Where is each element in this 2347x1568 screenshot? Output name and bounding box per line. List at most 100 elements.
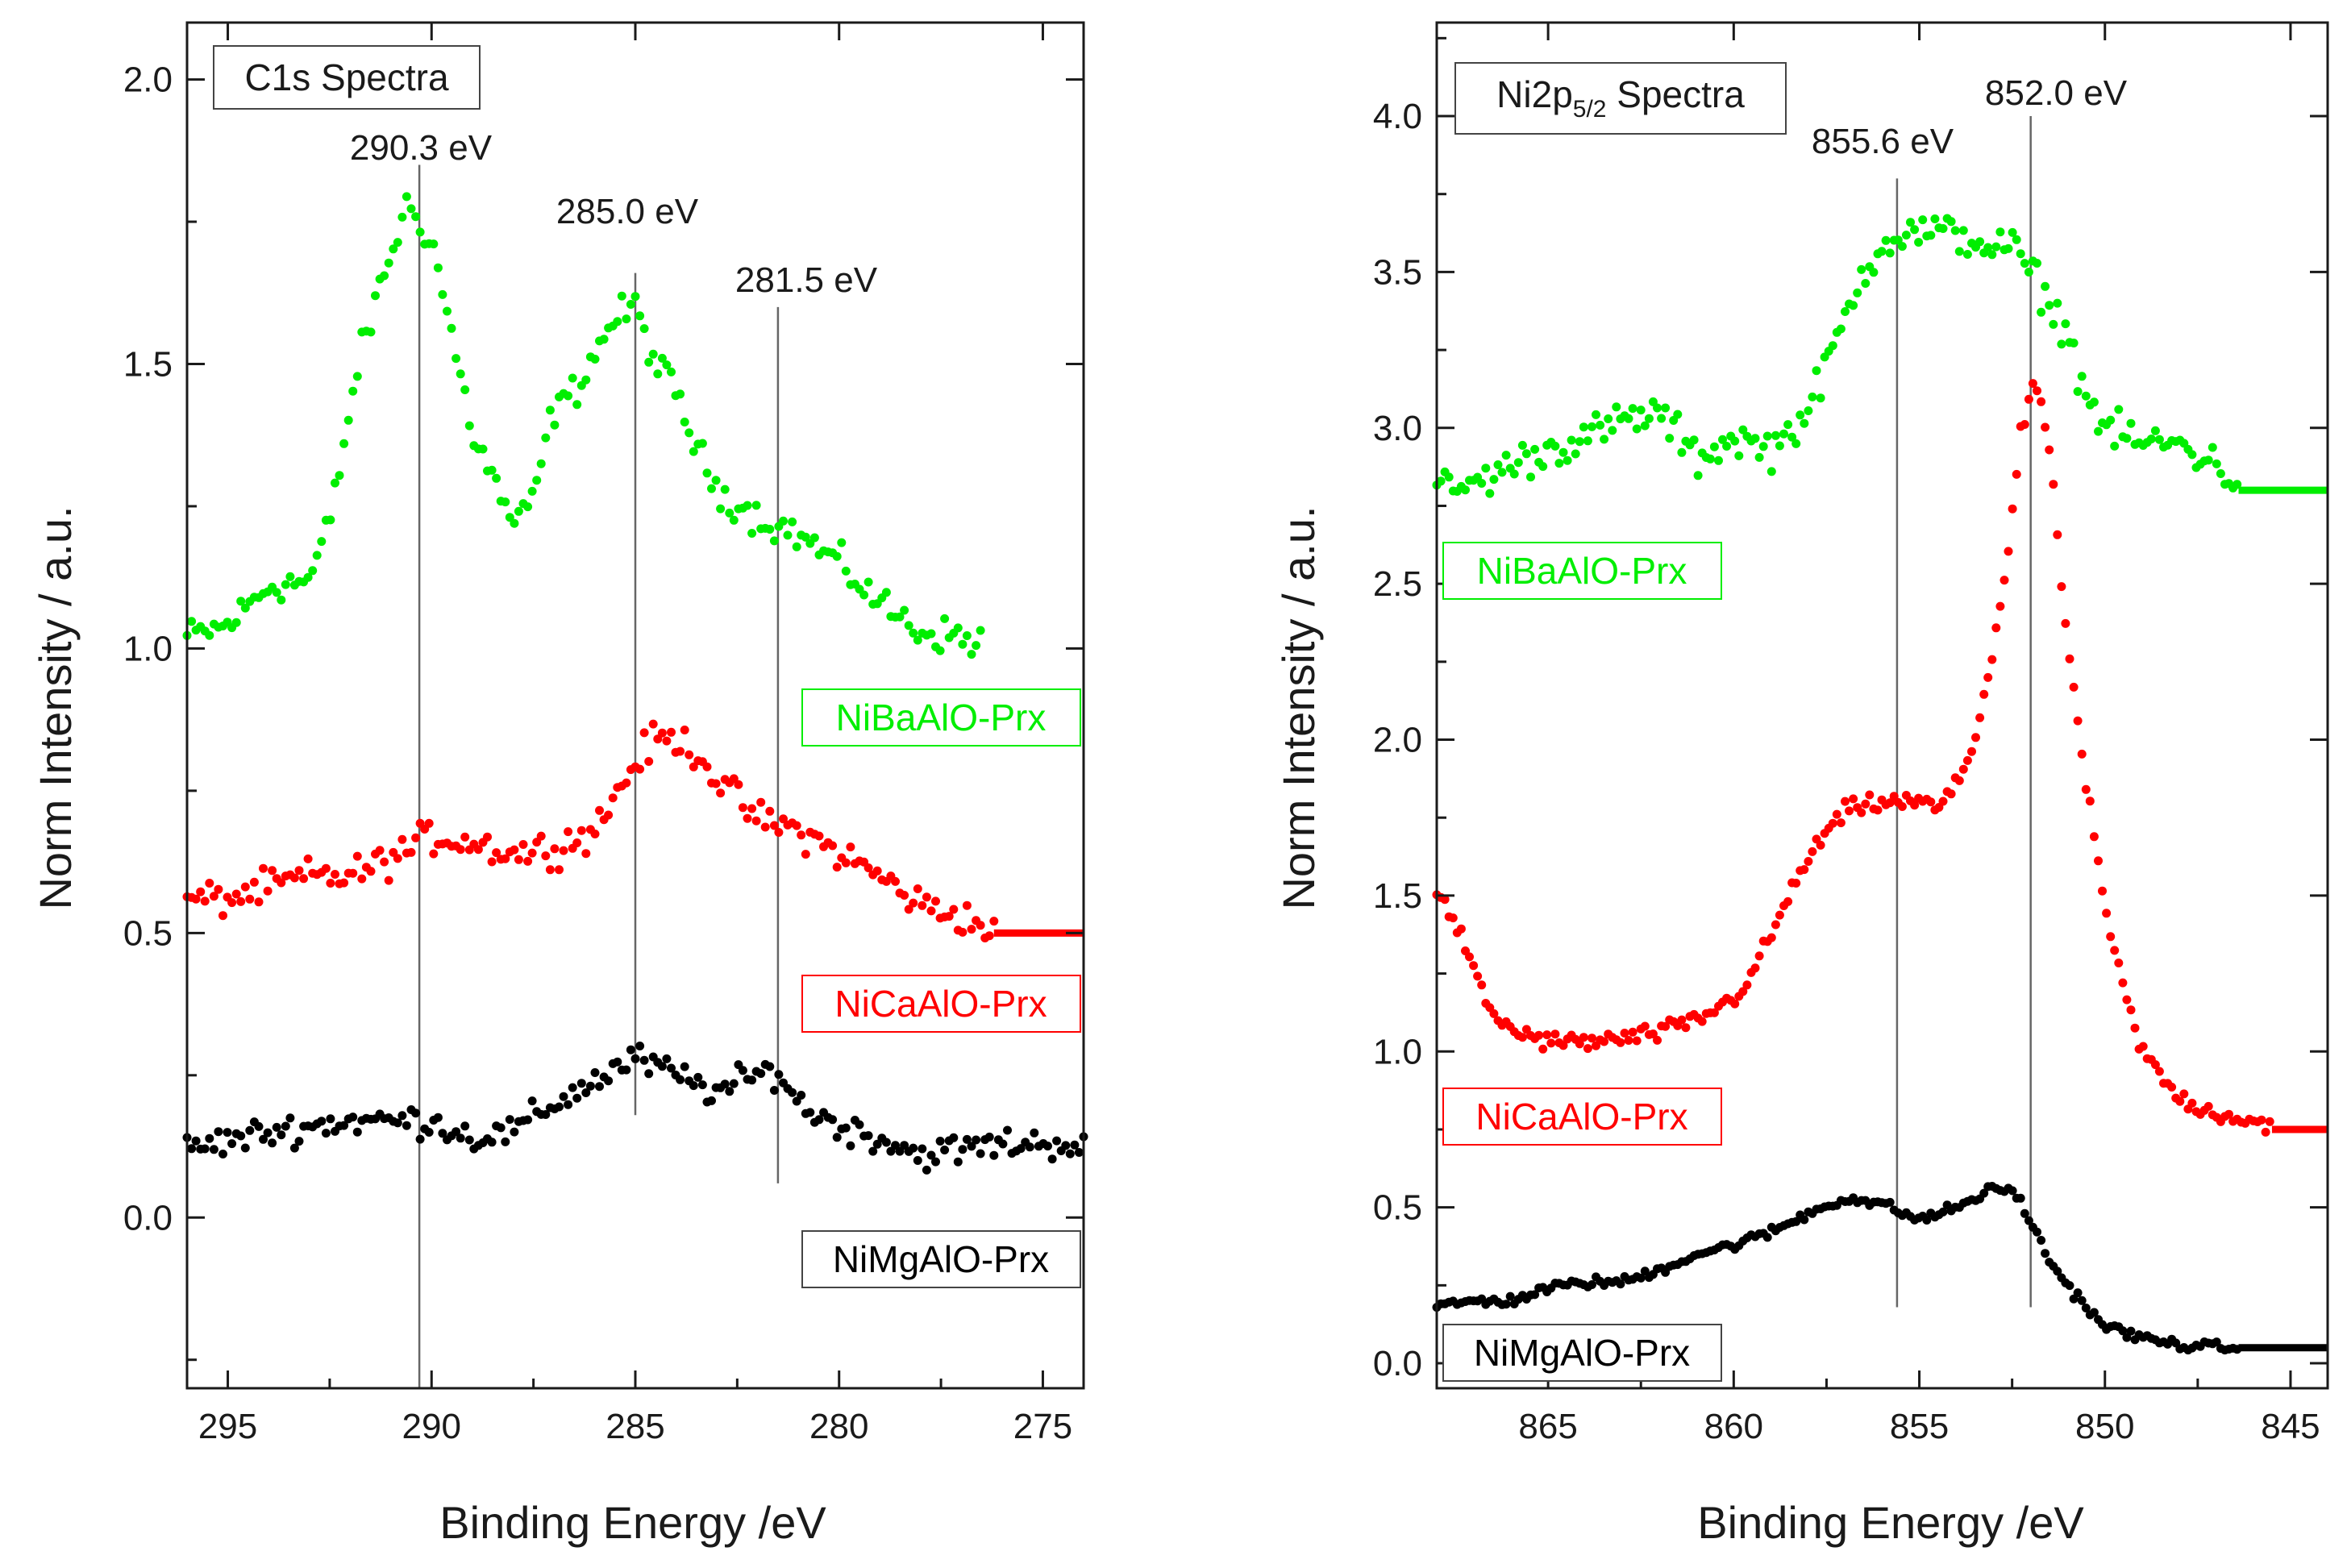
c1s-point xyxy=(590,1068,600,1077)
c1s-point xyxy=(487,857,497,867)
ni2p-point xyxy=(2203,455,2213,465)
c1s-point xyxy=(828,1115,838,1125)
c1s-point xyxy=(769,821,779,830)
c1s-point xyxy=(581,375,591,385)
c1s-point xyxy=(967,650,976,659)
ni2p-point xyxy=(2012,235,2021,244)
ni2p-point xyxy=(1962,755,1972,765)
ni2p-y-tick-label: 0.5 xyxy=(1373,1188,1422,1228)
c1s-point xyxy=(639,1055,649,1065)
c1s-point xyxy=(716,504,726,514)
ni2p-point xyxy=(2126,418,2136,428)
ni2p-series-2 xyxy=(1432,1182,2328,1355)
c1s-point xyxy=(765,525,775,534)
c1s-point xyxy=(581,849,591,859)
c1s-point xyxy=(747,804,757,813)
ni2p-point xyxy=(2057,339,2066,349)
ni2p-point xyxy=(1665,434,1675,443)
ni2p-point xyxy=(2008,504,2017,514)
ni2p-point xyxy=(1612,402,1621,412)
c1s-ref-label-0: 290.3 eV xyxy=(350,128,493,168)
c1s-point xyxy=(572,1093,582,1103)
c1s-point xyxy=(433,1113,443,1122)
c1s-point xyxy=(734,780,743,789)
c1s-point xyxy=(294,1137,304,1146)
c1s-point xyxy=(779,814,788,824)
ni2p-title: Ni2p5/2 Spectra xyxy=(1496,73,1745,123)
c1s-point xyxy=(209,1145,218,1154)
ni2p-point xyxy=(2106,415,2116,425)
ni2p-point xyxy=(1906,218,1915,227)
ni2p-point xyxy=(1808,392,1817,401)
ni2p-point xyxy=(1608,426,1617,435)
ni2p-point xyxy=(2081,784,2091,794)
ni2p-point xyxy=(1816,393,1825,403)
ni2p-point xyxy=(2024,394,2033,404)
c1s-point xyxy=(393,854,402,863)
ni2p-legend-ca: NiCaAlO-Prx xyxy=(1475,1096,1687,1138)
c1s-point xyxy=(326,1114,335,1124)
c1s-x-tick-label: 285 xyxy=(605,1407,664,1446)
ni2p-point xyxy=(1914,238,1924,247)
ni2p-point xyxy=(2061,319,2070,329)
ni2p-point xyxy=(1517,440,1527,450)
ni2p-point xyxy=(1501,1300,1511,1309)
c1s-point xyxy=(725,508,734,518)
c1s-point xyxy=(855,1120,864,1129)
c1s-point xyxy=(667,1063,676,1073)
ni2p-point xyxy=(1946,217,1956,227)
c1s-point xyxy=(918,900,927,910)
ni2p-point xyxy=(2150,426,2160,435)
ni2p-point xyxy=(1873,805,1883,815)
c1s-point xyxy=(402,1121,411,1130)
c1s-point xyxy=(797,830,806,840)
c1s-point xyxy=(321,1129,331,1138)
ni2p-point xyxy=(1517,1033,1527,1042)
c1s-point xyxy=(397,834,407,844)
ni2p-point xyxy=(2053,298,2062,308)
c1s-point xyxy=(711,779,721,788)
c1s-title-box xyxy=(213,45,481,110)
c1s-point xyxy=(747,1075,757,1085)
c1s-point xyxy=(846,842,855,852)
c1s-point xyxy=(667,727,676,737)
c1s-legend-mg: NiMgAlO-Prx xyxy=(833,1238,1049,1280)
c1s-point xyxy=(595,805,604,815)
c1s-point xyxy=(801,850,810,859)
ni2p-legend-ba: NiBaAlO-Prx xyxy=(1477,550,1687,592)
ni2p-point xyxy=(1534,1030,1544,1040)
c1s-point xyxy=(644,357,654,367)
ni2p-point xyxy=(1828,818,1837,828)
c1s-point xyxy=(881,588,891,597)
ni2p-point xyxy=(1901,231,1911,240)
c1s-point xyxy=(541,851,551,861)
c1s-point xyxy=(568,373,577,383)
ni2p-title-box xyxy=(1454,62,1787,135)
c1s-point xyxy=(738,1066,747,1075)
c1s-point xyxy=(626,1045,635,1054)
ni2p-point xyxy=(2000,576,2009,585)
c1s-point xyxy=(613,1057,622,1067)
ni2p-point xyxy=(2212,459,2221,468)
ni2p-point xyxy=(2212,1337,2221,1347)
c1s-point xyxy=(644,1069,654,1079)
c1s-point xyxy=(236,1131,246,1141)
c1s-point xyxy=(918,1144,927,1154)
c1s-point xyxy=(1065,1149,1075,1158)
c1s-series-2 xyxy=(182,1042,1088,1175)
c1s-point xyxy=(473,845,483,855)
c1s-axes: 295 290 285 280 275 0.0 0.5 1.0 1.5 2.0 xyxy=(123,21,1085,1446)
ni2p-point xyxy=(1730,436,1740,446)
ni2p-point xyxy=(1738,987,1748,996)
ni2p-point xyxy=(1950,226,1960,235)
c1s-point xyxy=(626,300,635,309)
c1s-point xyxy=(447,323,456,333)
c1s-point xyxy=(240,882,250,892)
c1s-point xyxy=(231,889,241,899)
ni2p-point xyxy=(1661,403,1671,413)
ni2p-y-tick-label: 4.0 xyxy=(1373,97,1422,136)
c1s-point xyxy=(940,613,950,623)
c1s-point xyxy=(240,603,250,613)
c1s-point xyxy=(756,1069,766,1079)
c1s-point xyxy=(559,846,568,855)
